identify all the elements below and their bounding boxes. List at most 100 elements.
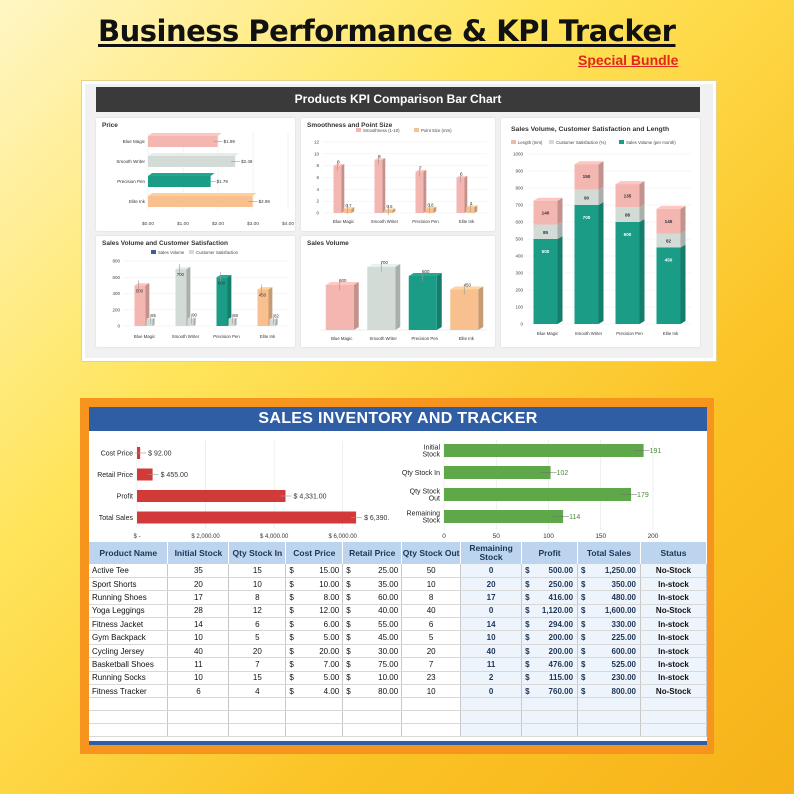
- cell-in: 7: [228, 657, 287, 672]
- salessat-bar-side: [268, 287, 273, 326]
- empty-cell: [640, 723, 707, 738]
- stacked-bar-segment: [615, 207, 640, 222]
- sales-satisfaction-card: Sales Volume and Customer Satisfaction S…: [96, 236, 295, 347]
- empty-cell: [89, 697, 169, 712]
- salessat-value-label: 700: [177, 272, 185, 277]
- salesvol-bar-top: [367, 264, 401, 267]
- column-header: Initial Stock: [167, 542, 230, 564]
- stacked-bar-side: [598, 186, 604, 205]
- salessat-category-label: Elite Ink: [260, 334, 276, 339]
- smooth-bar: [374, 159, 383, 213]
- cell-total: 480.00: [577, 590, 641, 605]
- empty-cell: [167, 723, 230, 738]
- table-row: Yoga Leggings281212.0040.004001,120.001,…: [89, 604, 707, 619]
- price-bar: [148, 196, 253, 207]
- salesvol-bar-side: [353, 282, 359, 330]
- salessat-value-label: 82: [274, 313, 279, 318]
- empty-cell: [89, 710, 169, 725]
- salesvol-value-label: 700: [381, 260, 389, 265]
- table-row: Sport Shorts201010.0035.001020250.00350.…: [89, 577, 707, 592]
- cell-status: No-Stock: [640, 564, 707, 578]
- stock-category-label: Qty Stock: [410, 489, 441, 496]
- smooth-category-label: Blue Magic: [333, 219, 355, 224]
- empty-cell: [228, 697, 287, 712]
- money-value-label: $ 455.00: [161, 472, 188, 479]
- cell-out: 40: [401, 604, 462, 619]
- salesvol-bar-top: [450, 286, 484, 290]
- salesvol-bar-top: [325, 282, 359, 285]
- smooth-bar-top: [415, 169, 427, 172]
- price-category-label: Blue Magic: [123, 139, 146, 144]
- cell-status: In-stock: [640, 657, 707, 672]
- smoothness-chart: Smoothness (1-10) Point Size (mm) 0 2 4 6 8 10 1…: [314, 128, 487, 224]
- empty-cell: [167, 710, 230, 725]
- empty-cell: [228, 723, 287, 738]
- cell-cost: 6.00: [285, 617, 344, 632]
- stacked-bar-side: [598, 202, 604, 324]
- cell-cost: 8.00: [285, 590, 344, 605]
- stacked-bar-side: [557, 221, 563, 239]
- smooth-value-label: 9: [378, 154, 381, 159]
- table-row: Running Socks10155.0010.00232115.00230.0…: [89, 671, 707, 686]
- stacked-bar-segment: [656, 247, 681, 324]
- money-x-tick: $ 2,000.00: [191, 534, 220, 540]
- cell-name: Cycling Jersey: [89, 644, 169, 659]
- empty-row: [89, 697, 707, 712]
- cell-cost: 4.00: [285, 684, 344, 699]
- smooth-legend-swatch: [414, 128, 419, 132]
- salessat-bar-side: [234, 317, 237, 326]
- cell-retail: 75.00: [342, 657, 403, 672]
- stacked-value-label: 150: [583, 174, 591, 179]
- stock-value-label: 191: [650, 448, 662, 455]
- empty-cell: [89, 723, 169, 738]
- cell-status: No-Stock: [640, 604, 707, 619]
- stacked-chart-title: Sales Volume, Customer Satisfaction and …: [511, 126, 670, 133]
- cell-initial: 6: [167, 684, 230, 699]
- salessat-value-label: 88: [233, 313, 238, 318]
- money-x-tick: $ 6,000.00: [329, 534, 358, 540]
- price-x-tick: $1.00: [177, 221, 189, 227]
- cell-name: Gym Backpack: [89, 630, 169, 645]
- smooth-y-tick: 4: [316, 187, 319, 192]
- cell-status: In-stock: [640, 644, 707, 659]
- stacked-y-tick: 600: [515, 220, 523, 225]
- cell-total: 800.00: [577, 684, 641, 699]
- price-bar: [148, 156, 236, 167]
- cell-in: 20: [228, 644, 287, 659]
- column-header: Cost Price: [285, 542, 344, 564]
- stacked-card: Sales Volume, Customer Satisfaction and …: [501, 118, 700, 347]
- cell-in: 15: [228, 564, 287, 578]
- stacked-legend-swatch: [549, 140, 554, 144]
- salessat-bar: [187, 318, 194, 326]
- cell-in: 12: [228, 604, 287, 619]
- smooth-bar-top: [343, 207, 355, 209]
- cell-out: 23: [401, 671, 462, 686]
- empty-cell: [460, 697, 523, 712]
- smooth-bar-side: [341, 163, 345, 213]
- smooth-category-label: Smooth Writer: [371, 219, 399, 224]
- empty-cell: [228, 710, 287, 725]
- salessat-category-label: Blue Magic: [134, 334, 156, 339]
- smooth-y-tick: 10: [314, 151, 320, 156]
- cell-out: 6: [401, 617, 462, 632]
- cell-cost: 7.00: [285, 657, 344, 672]
- cell-in: 10: [228, 577, 287, 592]
- cell-status: In-stock: [640, 617, 707, 632]
- bottom-bar: [89, 741, 707, 745]
- cell-name: Running Shoes: [89, 590, 169, 605]
- salessat-bar-side: [186, 266, 191, 326]
- stock-category-label-line2: Out: [429, 496, 440, 503]
- cell-initial: 17: [167, 590, 230, 605]
- cell-initial: 11: [167, 657, 230, 672]
- cell-remaining: 0: [460, 564, 523, 578]
- money-bar: [137, 511, 357, 524]
- cell-name: Yoga Leggings: [89, 604, 169, 619]
- smooth-value-label: 0.5: [387, 204, 394, 209]
- table-row: Basketball Shoes1177.0075.00711476.00525…: [89, 657, 707, 672]
- stacked-category-label: Blue Magic: [537, 331, 559, 336]
- stacked-bar-top: [656, 205, 686, 209]
- price-card: Price $0.00 $1.00 $2.00 $3.00 $4.00 Blue Magi…: [96, 118, 295, 231]
- cell-status: In-stock: [640, 577, 707, 592]
- column-header: Profit: [521, 542, 579, 564]
- cell-in: 4: [228, 684, 287, 699]
